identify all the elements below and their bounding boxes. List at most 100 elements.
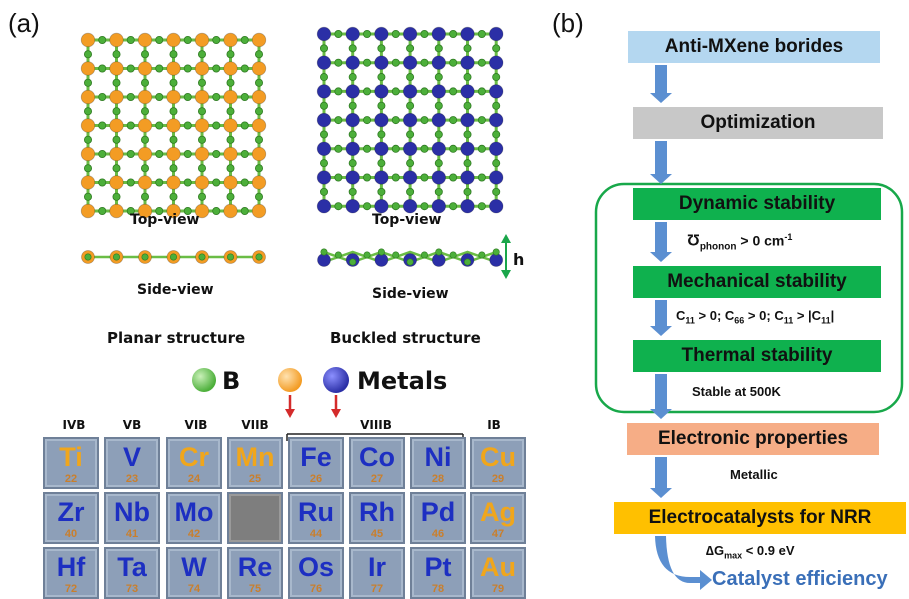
metal-atom: [316, 141, 332, 157]
boron-atom: [420, 202, 429, 211]
boron-atom: [463, 159, 472, 168]
buckled-structure-title: Buckled structure: [330, 329, 481, 347]
boron-atom: [84, 50, 93, 59]
boron-atom: [420, 116, 429, 125]
metal-atom: [374, 141, 389, 157]
element-symbol: Ta: [117, 552, 147, 582]
boron-atom: [170, 253, 178, 261]
metal-atom: [489, 26, 504, 42]
boron-atom: [84, 107, 93, 116]
boron-atom: [477, 144, 486, 153]
boron-atom: [420, 87, 429, 96]
metal-atom: [345, 141, 360, 157]
atomic-number: 40: [64, 528, 78, 540]
boron-atom: [126, 36, 135, 45]
element-symbol: Mn: [235, 442, 275, 472]
boron-atom: [126, 178, 135, 187]
delta-g-symbol: ∆G: [706, 543, 725, 558]
metal-atom: [80, 175, 96, 190]
metal-atom: [166, 203, 181, 219]
boron-atom: [240, 93, 249, 102]
boron-atom: [477, 87, 486, 96]
boron-atom: [449, 58, 458, 67]
metal-atom: [137, 89, 153, 105]
boron-atom: [363, 87, 372, 96]
boron-atom: [141, 253, 149, 261]
element-symbol: Mo: [174, 497, 214, 527]
boron-atom: [240, 36, 249, 45]
metal-atom: [109, 32, 124, 48]
element-cell-co: Co 27: [349, 437, 405, 489]
boron-atom: [254, 107, 263, 116]
boron-atom: [98, 64, 107, 73]
boron-atom: [391, 144, 400, 153]
dynamic-stability-box: Dynamic stability: [633, 188, 881, 220]
boron-atom: [377, 248, 385, 256]
boron-atom: [240, 149, 249, 158]
metal-atom: [194, 89, 210, 105]
boron-atom: [420, 251, 428, 259]
group-label-viiib: VIIIB: [360, 418, 392, 432]
c11b-condition: > |: [793, 308, 812, 323]
boron-atom: [226, 107, 235, 116]
boron-atom: [463, 130, 472, 139]
element-cell-pt: Pt 78: [410, 547, 466, 599]
boron-atom: [98, 36, 107, 45]
boron-atom: [435, 248, 443, 256]
phonon-unit-exponent: -1: [784, 232, 793, 242]
element-symbol: Ir: [367, 552, 386, 582]
metal-atom: [460, 26, 475, 42]
boron-atom: [391, 202, 400, 211]
element-symbol: Re: [237, 552, 273, 582]
metal-atom: [316, 170, 332, 185]
metal-atom: [109, 118, 124, 133]
boron-atom: [197, 50, 206, 59]
atomic-number: 41: [125, 528, 139, 540]
boron-atom: [140, 50, 149, 59]
boron-atom: [492, 187, 501, 196]
element-symbol: Co: [359, 442, 395, 472]
boron-atom: [377, 101, 386, 110]
boron-atom: [183, 149, 192, 158]
metal-atom: [460, 170, 475, 185]
boron-atom: [140, 107, 149, 116]
buckled-top-view-lattice: [316, 26, 504, 214]
metal-atom: [137, 203, 153, 219]
boron-atom: [449, 116, 458, 125]
boron-atom: [240, 121, 249, 130]
boron-atom: [198, 253, 206, 261]
boron-atom: [363, 116, 372, 125]
c66-condition: > 0;: [744, 308, 775, 323]
electronic-properties-box: Electronic properties: [627, 423, 879, 455]
flow-arrow: [650, 65, 672, 103]
element-cell-au: Au 79: [470, 547, 526, 599]
boron-atom: [319, 187, 328, 196]
height-double-arrow: [501, 234, 511, 279]
boron-atom: [254, 50, 263, 59]
element-symbol: Pt: [424, 552, 452, 582]
group-label-ivb: IVB: [62, 418, 86, 432]
element-cell-empty: [227, 492, 283, 544]
boron-atom: [98, 178, 107, 187]
atomic-number: 72: [64, 583, 78, 595]
element-symbol: Fe: [300, 442, 332, 472]
boron-atom: [319, 159, 328, 168]
c11b-subscript: 11: [783, 315, 794, 326]
metal-atom: [374, 198, 389, 214]
group-label-viib: VIIB: [241, 418, 269, 432]
boron-atom: [197, 135, 206, 144]
metal-atom: [166, 146, 181, 162]
phonon-symbol: Ʊ: [687, 232, 700, 250]
metal-atom: [316, 55, 332, 70]
boron-atom: [140, 135, 149, 144]
boron-atom: [377, 44, 386, 53]
boron-atom: [169, 50, 178, 59]
c66-subscript: 66: [734, 315, 745, 326]
boron-atom: [212, 121, 221, 130]
c11-symbol: C: [676, 308, 686, 323]
boron-atom: [155, 93, 164, 102]
boron-atom: [197, 192, 206, 201]
boron-atom: [377, 130, 386, 139]
boron-atom: [84, 253, 92, 261]
flow-arrow: [650, 300, 672, 336]
